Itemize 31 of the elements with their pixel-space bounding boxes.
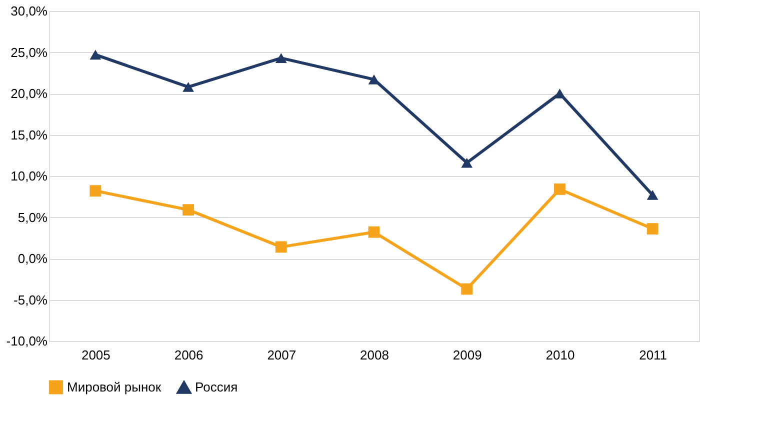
point: [646, 190, 658, 200]
point: [275, 53, 287, 63]
point: [461, 158, 473, 168]
point: [554, 184, 566, 195]
y-tick-label: -5,0%: [14, 292, 48, 308]
point: [182, 204, 194, 216]
point: [461, 283, 473, 295]
x-tick-label: 2005: [81, 348, 110, 362]
point: [90, 185, 102, 197]
y-tick-label: 5,0%: [18, 210, 48, 225]
y-tick-label: -10,0%: [6, 334, 48, 348]
point: [554, 88, 566, 98]
legend-label: Мировой рынок: [67, 379, 162, 394]
x-tick-label: 2007: [267, 348, 296, 362]
y-tick-label: 20,0%: [10, 86, 48, 101]
x-tick-label: 2009: [452, 348, 482, 362]
y-tick-label: 15,0%: [10, 127, 48, 142]
x-tick-label: 2006: [174, 348, 204, 362]
x-tick-label: 2011: [639, 348, 668, 362]
point: [275, 241, 287, 253]
point: [90, 50, 102, 60]
legend-label: Россия: [195, 380, 238, 395]
point: [182, 82, 194, 92]
point: [368, 226, 380, 238]
y-tick-label: 10,0%: [10, 168, 48, 184]
y-tick-label: 25,0%: [10, 44, 48, 60]
y-tick-label: 30,0%: [10, 4, 48, 18]
point: [646, 223, 658, 234]
x-tick-label: 2010: [546, 348, 575, 362]
x-tick-label: 2008: [360, 348, 389, 362]
y-tick-label: 0,0%: [18, 251, 48, 266]
